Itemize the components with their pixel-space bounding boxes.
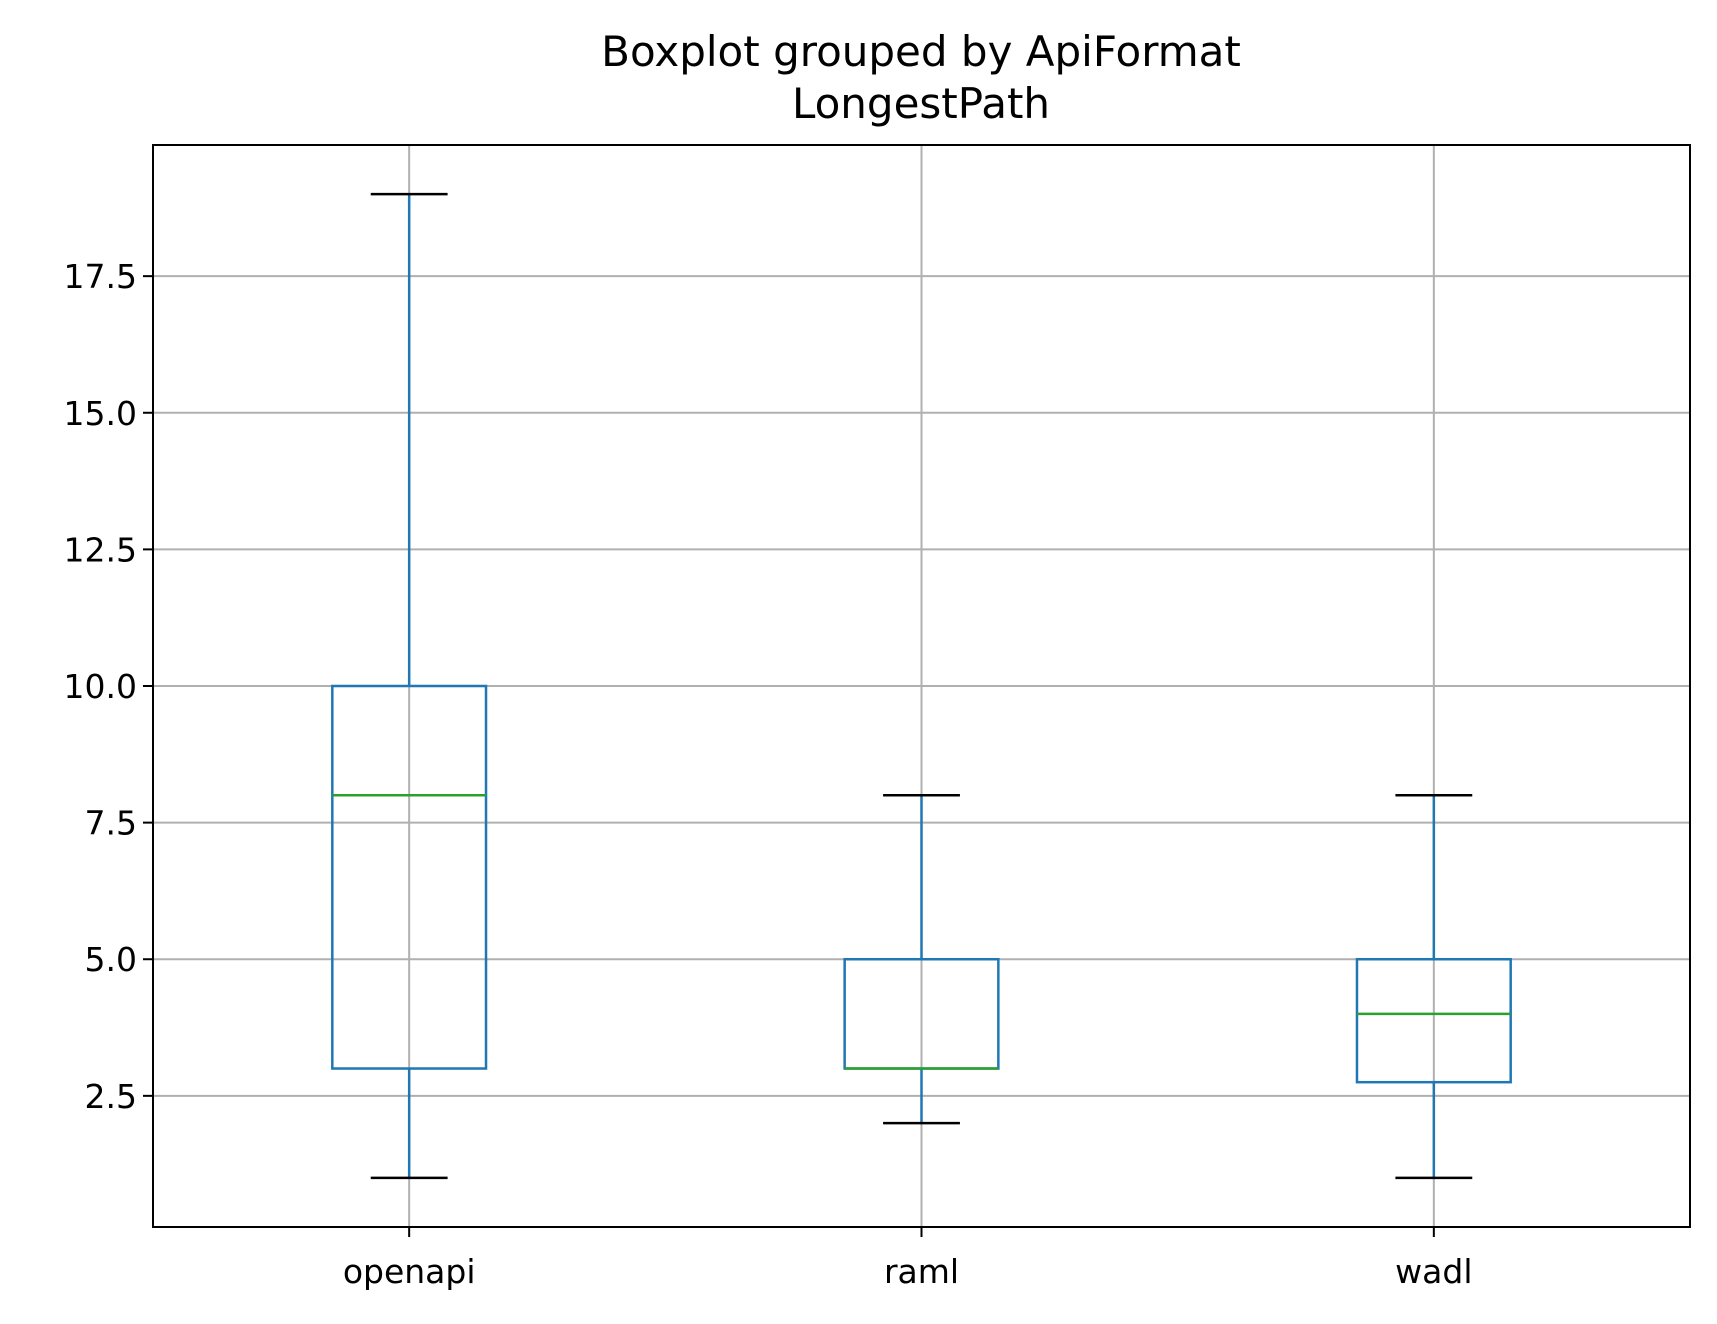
box-group-openapi [331,192,488,1180]
y-tick-label: 7.5 [85,804,137,843]
box-group-raml [843,794,1000,1125]
x-tick-label: raml [884,1252,959,1291]
y-tick-label: 17.5 [64,257,137,296]
box-layer [331,192,1512,1180]
y-tick-label: 5.0 [85,940,137,979]
box-group-wadl [1355,794,1512,1180]
y-tick-label: 10.0 [64,667,137,706]
x-tick-label: wadl [1395,1252,1472,1291]
tick-layer: 2.5 5.0 7.5 10.0 12.5 15.0 17.5 openapi raml wadl [64,257,1473,1291]
y-tick-label: 12.5 [64,530,137,569]
chart-subtitle: LongestPath [792,79,1050,128]
x-tick-label: openapi [343,1252,476,1291]
chart-title: Boxplot grouped by ApiFormat [601,27,1241,76]
y-tick-label: 15.0 [64,394,137,433]
box-iqr [1355,957,1512,1084]
y-tick-label: 2.5 [85,1077,137,1116]
box-iqr [331,684,488,1070]
